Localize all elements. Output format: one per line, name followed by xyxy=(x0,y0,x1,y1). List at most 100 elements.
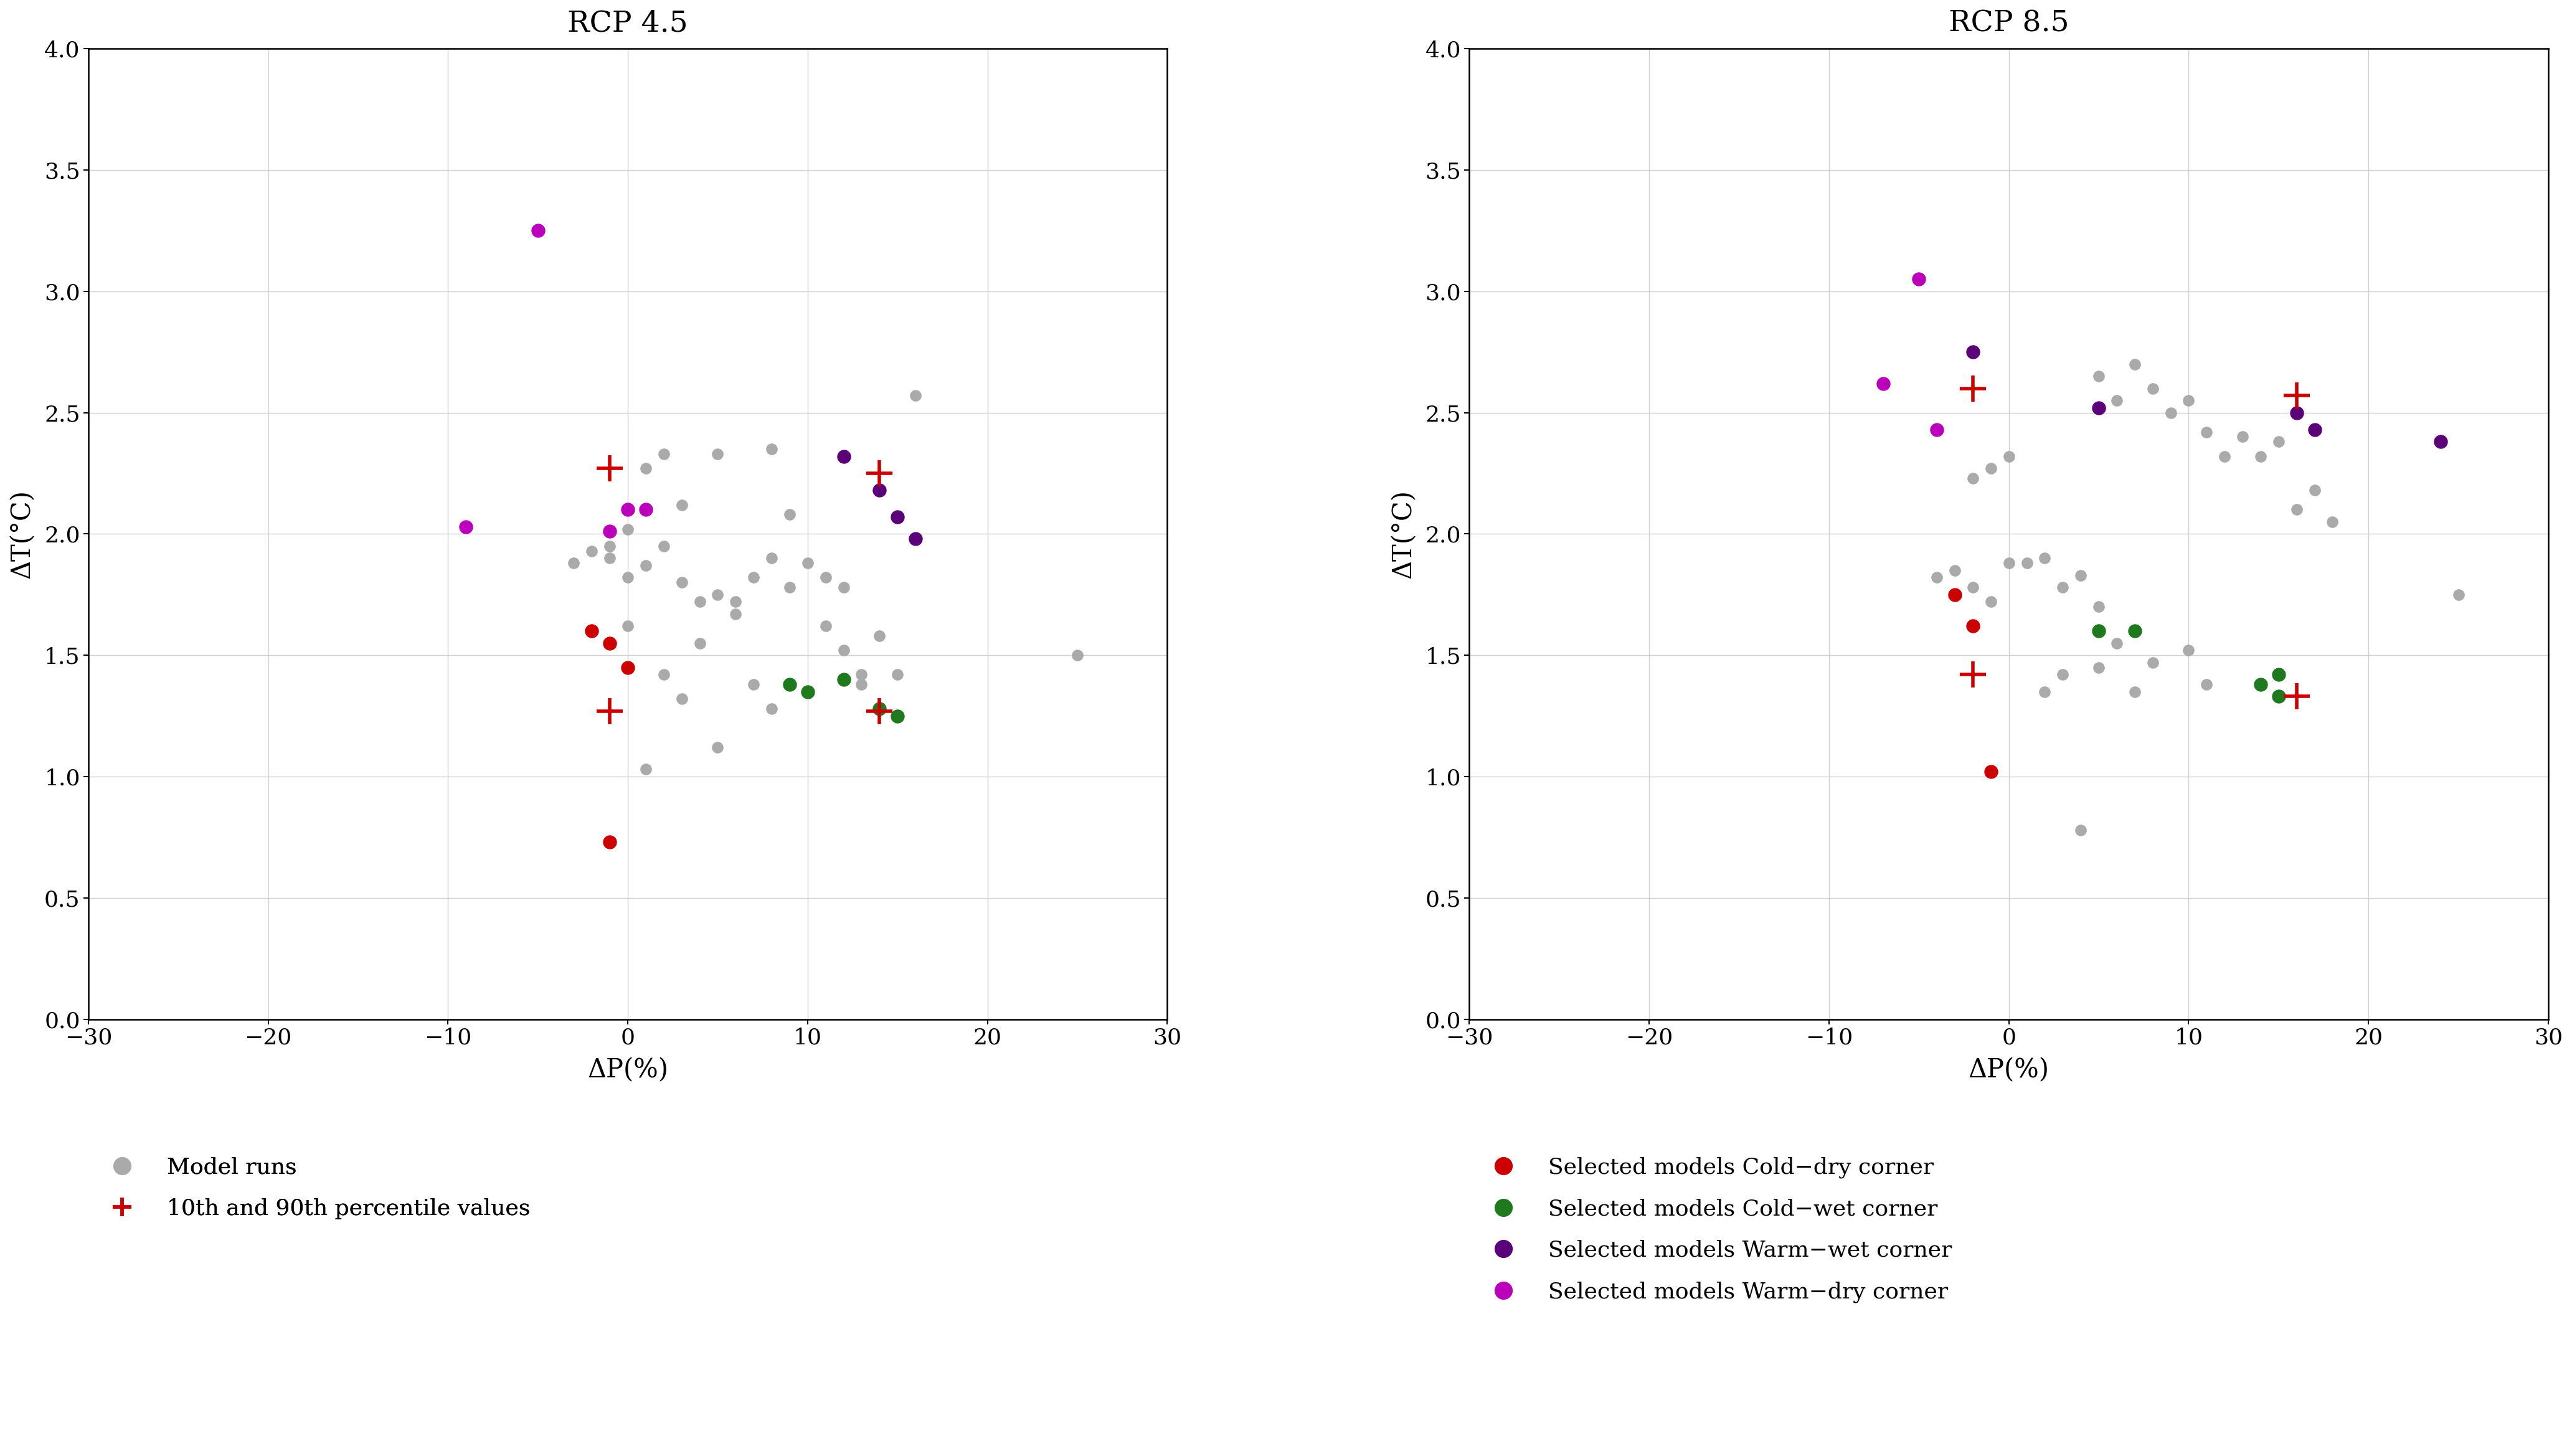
Legend: Selected models Cold−dry corner, Selected models Cold−wet corner, Selected model: Selected models Cold−dry corner, Selecte… xyxy=(1481,1156,1952,1303)
Point xyxy=(2114,680,2155,703)
Point xyxy=(2438,582,2479,606)
Point xyxy=(2024,546,2065,569)
Point xyxy=(2006,552,2047,575)
Point xyxy=(787,552,828,575)
Point xyxy=(571,619,612,642)
Point xyxy=(607,517,648,540)
Point xyxy=(2294,479,2335,502)
Point xyxy=(1057,644,1098,667)
Point xyxy=(2186,421,2227,444)
Point xyxy=(2204,444,2245,467)
Point xyxy=(589,632,630,655)
Point xyxy=(877,705,918,728)
Title: RCP 8.5: RCP 8.5 xyxy=(1950,9,2068,38)
Point xyxy=(1934,559,1975,582)
Point xyxy=(805,614,846,638)
Point xyxy=(697,582,738,606)
Point xyxy=(715,603,756,626)
Point xyxy=(1862,371,1903,395)
Point xyxy=(2114,352,2155,376)
Point xyxy=(733,673,774,696)
Point xyxy=(751,437,792,460)
Point xyxy=(1952,575,1993,598)
Point xyxy=(661,494,702,517)
Point xyxy=(2168,639,2209,662)
Point xyxy=(841,662,882,686)
Point xyxy=(805,566,846,590)
Point xyxy=(625,553,666,577)
Point xyxy=(445,515,486,539)
Point xyxy=(859,479,900,502)
Point xyxy=(2078,596,2119,619)
Point xyxy=(607,614,648,638)
Point xyxy=(733,566,774,590)
Point xyxy=(2078,655,2119,678)
Point xyxy=(1952,341,1993,364)
Point xyxy=(877,505,918,529)
Point xyxy=(589,534,630,558)
Point xyxy=(823,575,864,598)
Point xyxy=(769,575,810,598)
Point xyxy=(643,662,684,686)
Point xyxy=(877,662,918,686)
Point xyxy=(625,757,666,780)
Point xyxy=(661,687,702,711)
Point xyxy=(2168,389,2209,412)
Point xyxy=(2096,389,2137,412)
Point xyxy=(1916,418,1957,441)
Point xyxy=(643,534,684,558)
Point xyxy=(625,498,666,521)
Point xyxy=(2420,430,2461,453)
Point xyxy=(769,502,810,526)
Point xyxy=(589,830,630,853)
Point xyxy=(2024,680,2065,703)
Point xyxy=(2276,400,2317,424)
Point xyxy=(679,590,720,613)
X-axis label: ΔP(%): ΔP(%) xyxy=(586,1057,669,1083)
Point xyxy=(823,668,864,692)
Point xyxy=(661,571,702,594)
Point xyxy=(2186,673,2227,696)
Point xyxy=(895,384,936,408)
Point xyxy=(607,566,648,590)
Point xyxy=(2060,818,2101,842)
Point xyxy=(679,632,720,655)
Point xyxy=(607,655,648,678)
Point xyxy=(2078,364,2119,387)
Point xyxy=(2042,662,2083,686)
Point xyxy=(625,457,666,480)
Point xyxy=(2258,430,2299,453)
Point xyxy=(1988,444,2029,467)
X-axis label: ΔP(%): ΔP(%) xyxy=(1968,1057,2050,1083)
Point xyxy=(589,546,630,569)
Point xyxy=(2078,396,2119,419)
Point xyxy=(643,443,684,466)
Legend: Model runs, 10th and 90th percentile values: Model runs, 10th and 90th percentile val… xyxy=(100,1156,530,1219)
Point xyxy=(2240,444,2281,467)
Point xyxy=(823,639,864,662)
Point xyxy=(769,673,810,696)
Point xyxy=(787,680,828,703)
Point xyxy=(1916,566,1957,590)
Point xyxy=(823,444,864,467)
Point xyxy=(2132,651,2173,674)
Point xyxy=(859,697,900,721)
Point xyxy=(2060,563,2101,587)
Point xyxy=(751,697,792,721)
Point xyxy=(2114,619,2155,642)
Y-axis label: ΔT(°C): ΔT(°C) xyxy=(10,489,36,578)
Point xyxy=(2150,400,2191,424)
Point xyxy=(571,539,612,562)
Point xyxy=(553,552,594,575)
Point xyxy=(2042,575,2083,598)
Point xyxy=(1952,614,1993,638)
Point xyxy=(1934,582,1975,606)
Point xyxy=(2096,632,2137,655)
Point xyxy=(1898,268,1939,291)
Point xyxy=(2294,418,2335,441)
Point xyxy=(1952,466,1993,489)
Point xyxy=(751,546,792,569)
Y-axis label: ΔT(°C): ΔT(°C) xyxy=(1391,489,1417,578)
Point xyxy=(1988,552,2029,575)
Point xyxy=(1970,457,2011,480)
